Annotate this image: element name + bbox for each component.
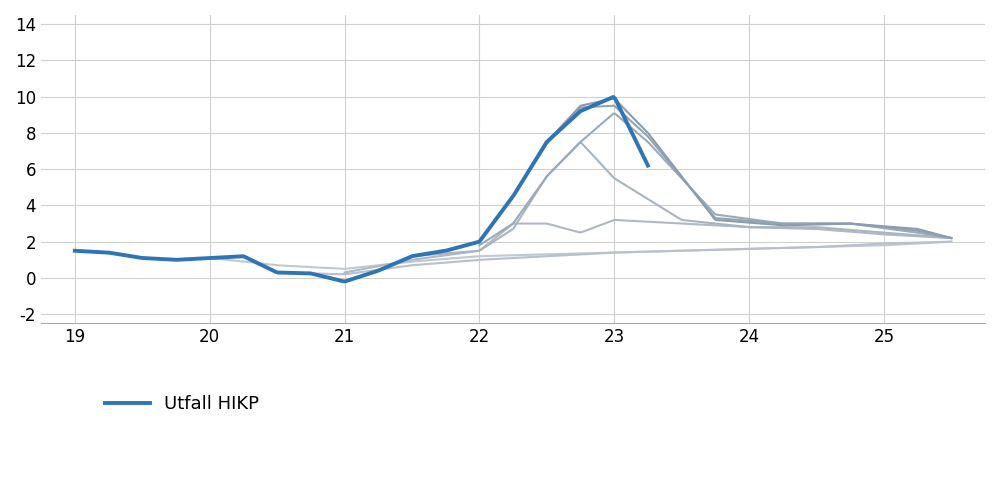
Utfall HIKP bbox=[339, 278, 351, 284]
Legend: Utfall HIKP: Utfall HIKP bbox=[97, 388, 266, 420]
Utfall HIKP bbox=[607, 94, 619, 100]
Utfall HIKP bbox=[590, 102, 602, 107]
Utfall HIKP bbox=[554, 127, 566, 133]
Utfall HIKP bbox=[412, 252, 424, 258]
Line: Utfall HIKP: Utfall HIKP bbox=[75, 97, 648, 281]
Utfall HIKP bbox=[71, 248, 83, 254]
Utfall HIKP bbox=[410, 253, 422, 259]
Utfall HIKP bbox=[69, 248, 81, 254]
Utfall HIKP bbox=[421, 251, 433, 257]
Utfall HIKP bbox=[642, 163, 654, 169]
